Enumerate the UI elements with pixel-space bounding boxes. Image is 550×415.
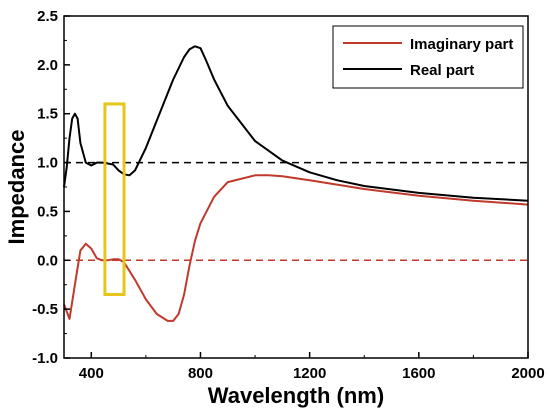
x-tick-label: 1600: [402, 365, 435, 382]
y-tick-label: -1.0: [32, 350, 58, 367]
y-tick-label: 2.0: [37, 57, 58, 74]
legend-label-imaginary: Imaginary part: [410, 36, 513, 53]
y-tick-label: 1.5: [37, 106, 58, 123]
y-axis-title: Impedance: [4, 130, 29, 245]
x-tick-label: 400: [79, 365, 104, 382]
highlight-box: [103, 102, 126, 296]
y-tick-label: 0.5: [37, 203, 58, 220]
legend-label-real: Real part: [410, 62, 474, 79]
y-tick-label: 2.5: [37, 8, 58, 25]
y-tick-label: 0.0: [37, 252, 58, 269]
y-tick-label: 1.0: [37, 155, 58, 172]
plot-area: [63, 45, 529, 322]
axes: 400 800 1200 1600 2000 -1.0 -0.5 0.0 0.5 1.0 1.5 2.…: [32, 8, 545, 382]
y-tick-label: -0.5: [32, 301, 58, 318]
legend: Imaginary part Real part: [332, 25, 524, 89]
x-tick-label: 800: [188, 365, 213, 382]
legend-box: [332, 25, 524, 89]
x-tick-label: 2000: [511, 365, 544, 382]
series-line-imaginary: [63, 174, 529, 322]
series-line-real: [63, 45, 529, 202]
x-tick-label: 1200: [293, 365, 326, 382]
x-axis-title: Wavelength (nm): [208, 383, 384, 408]
